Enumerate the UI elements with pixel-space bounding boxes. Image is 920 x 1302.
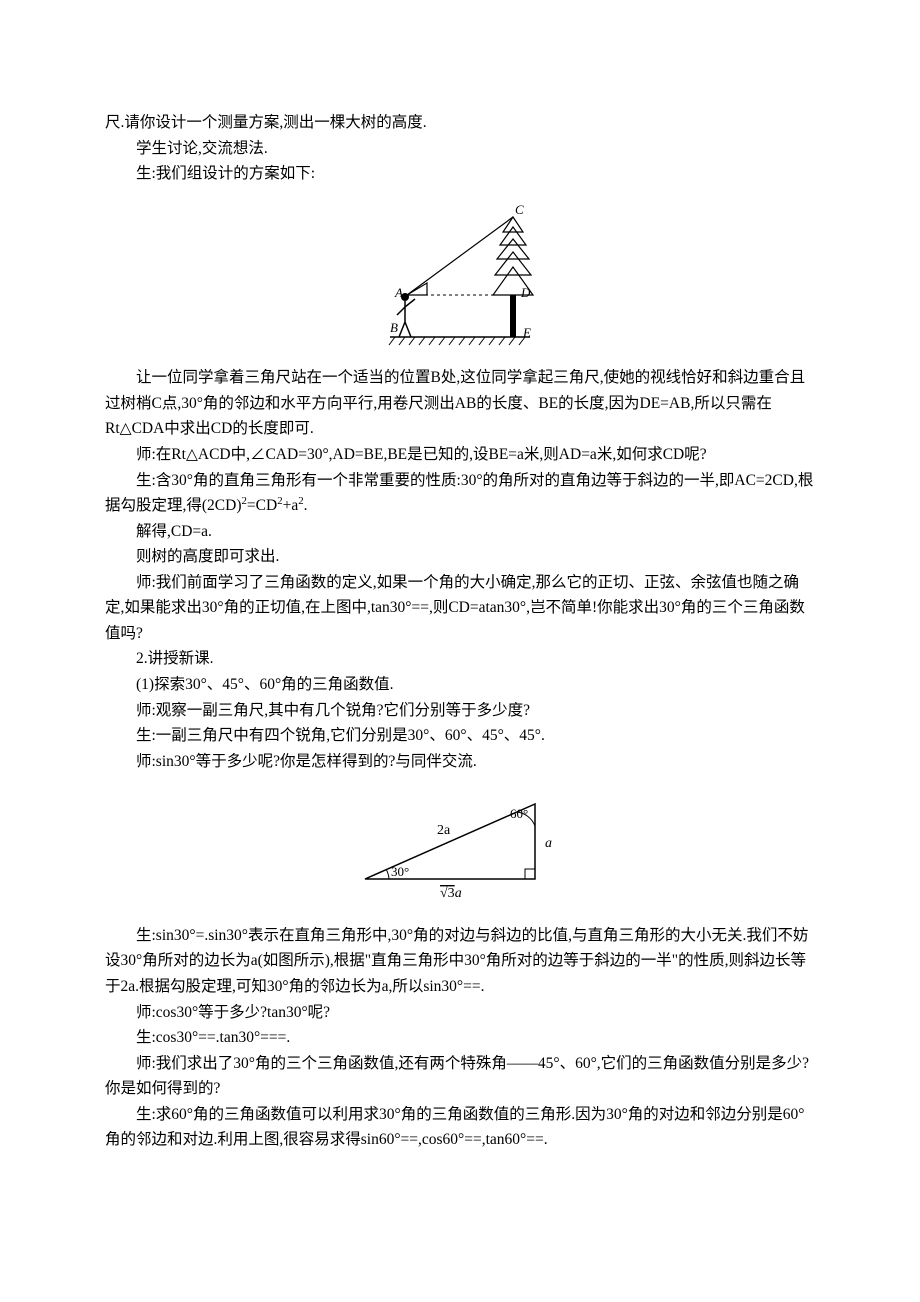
label-adjacent: √3a (440, 886, 462, 901)
figure-tree-measurement: A B C D E (105, 197, 815, 356)
label-opposite: a (545, 836, 552, 851)
paragraph: 师:我们求出了30°角的三个三角函数值,还有两个特殊角——45°、60°,它们的… (105, 1051, 815, 1102)
paragraph: 让一位同学拿着三角尺站在一个适当的位置B处,这位同学拿起三角尺,使她的视线恰好和… (105, 365, 815, 442)
paragraph: 生:sin30°=.sin30°表示在直角三角形中,30°角的对边与斜边的比值,… (105, 923, 815, 1000)
paragraph: 生:含30°角的直角三角形有一个非常重要的性质:30°的角所对的直角边等于斜边的… (105, 468, 815, 519)
paragraph: 学生讨论,交流想法. (105, 136, 815, 162)
paragraph: 师:我们前面学习了三角函数的定义,如果一个角的大小确定,那么它的正切、正弦、余弦… (105, 570, 815, 647)
paragraph: 师:在Rt△ACD中,∠CAD=30°,AD=BE,BE是已知的,设BE=a米,… (105, 442, 815, 468)
label-C: C (515, 202, 524, 217)
label-hypotenuse: 2a (437, 823, 451, 838)
paragraph: 生:cos30°==.tan30°===. (105, 1025, 815, 1051)
paragraph: (1)探索30°、45°、60°角的三角函数值. (105, 672, 815, 698)
label-E: E (522, 325, 531, 340)
paragraph: 则树的高度即可求出. (105, 544, 815, 570)
label-B: B (390, 320, 398, 335)
text: =CD (247, 497, 277, 514)
label-D: D (520, 285, 531, 300)
paragraph: 2.讲授新课. (105, 646, 815, 672)
paragraph: 师:sin30°等于多少呢?你是怎样得到的?与同伴交流. (105, 749, 815, 775)
paragraph: 师:观察一副三角尺,其中有几个锐角?它们分别等于多少度? (105, 698, 815, 724)
label-A: A (394, 285, 403, 300)
paragraph: 生:求60°角的三角函数值可以利用求30°角的三角函数值的三角形.因为30°角的… (105, 1102, 815, 1153)
paragraph: 尺.请你设计一个测量方案,测出一棵大树的高度. (105, 110, 815, 136)
paragraph: 师:cos30°等于多少?tan30°呢? (105, 1000, 815, 1026)
label-60deg: 60° (510, 806, 528, 821)
text: 生:含30°角的直角三角形有一个非常重要的性质:30°的角所对的直角边等于斜边的… (105, 472, 813, 515)
paragraph: 生:我们组设计的方案如下: (105, 161, 815, 187)
paragraph: 解得,CD=a. (105, 519, 815, 545)
text: . (304, 497, 308, 514)
text: +a (283, 497, 299, 514)
label-30deg: 30° (391, 864, 409, 879)
figure-306090-triangle: 30° 60° 2a a √3a (105, 784, 815, 913)
paragraph: 生:一副三角尺中有四个锐角,它们分别是30°、60°、45°、45°. (105, 723, 815, 749)
